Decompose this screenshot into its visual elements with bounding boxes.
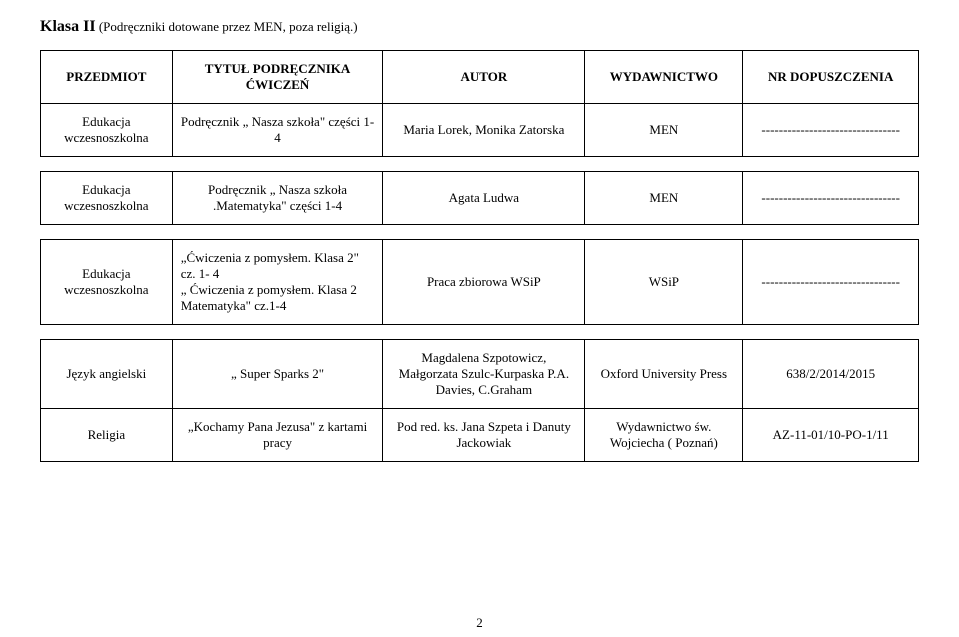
header-author: AUTOR <box>383 51 585 104</box>
table-row: Religia „Kochamy Pana Jezusa" z kartami … <box>41 409 919 462</box>
page: Klasa II (Podręczniki dotowane przez MEN… <box>0 0 959 637</box>
spacer-row <box>41 325 919 340</box>
cell-book: „ Super Sparks 2" <box>172 340 383 409</box>
title-rest: (Podręczniki dotowane przez MEN, poza re… <box>96 19 358 34</box>
table-row: Język angielski „ Super Sparks 2" Magdal… <box>41 340 919 409</box>
cell-author: Agata Ludwa <box>383 172 585 225</box>
table-row: Edukacja wczesnoszkolna Podręcznik „ Nas… <box>41 172 919 225</box>
table-header-row: PRZEDMIOT TYTUŁ PODRĘCZNIKA ĆWICZEŃ AUTO… <box>41 51 919 104</box>
cell-subject: Edukacja wczesnoszkolna <box>41 172 173 225</box>
cell-subject: Edukacja wczesnoszkolna <box>41 104 173 157</box>
page-title: Klasa II (Podręczniki dotowane przez MEN… <box>40 18 919 36</box>
cell-author: Magdalena Szpotowicz, Małgorzata Szulc-K… <box>383 340 585 409</box>
cell-publisher: MEN <box>585 172 743 225</box>
cell-author: Pod red. ks. Jana Szpeta i Danuty Jackow… <box>383 409 585 462</box>
cell-book: „Ćwiczenia z pomysłem. Klasa 2" cz. 1- 4… <box>172 240 383 325</box>
cell-approval: -------------------------------- <box>743 172 919 225</box>
cell-publisher: MEN <box>585 104 743 157</box>
spacer-row <box>41 157 919 172</box>
textbook-table: PRZEDMIOT TYTUŁ PODRĘCZNIKA ĆWICZEŃ AUTO… <box>40 50 919 462</box>
header-approval: NR DOPUSZCZENIA <box>743 51 919 104</box>
cell-book: Podręcznik „ Nasza szkoła" części 1-4 <box>172 104 383 157</box>
cell-approval: -------------------------------- <box>743 104 919 157</box>
cell-approval: AZ-11-01/10-PO-1/11 <box>743 409 919 462</box>
header-subject: PRZEDMIOT <box>41 51 173 104</box>
cell-approval: 638/2/2014/2015 <box>743 340 919 409</box>
cell-publisher: Oxford University Press <box>585 340 743 409</box>
cell-author: Maria Lorek, Monika Zatorska <box>383 104 585 157</box>
spacer-row <box>41 225 919 240</box>
header-publisher: WYDAWNICTWO <box>585 51 743 104</box>
title-bold: Klasa II <box>40 18 96 35</box>
cell-subject: Edukacja wczesnoszkolna <box>41 240 173 325</box>
cell-approval: -------------------------------- <box>743 240 919 325</box>
cell-subject: Język angielski <box>41 340 173 409</box>
cell-book: „Kochamy Pana Jezusa" z kartami pracy <box>172 409 383 462</box>
header-book: TYTUŁ PODRĘCZNIKA ĆWICZEŃ <box>172 51 383 104</box>
table-row: Edukacja wczesnoszkolna Podręcznik „ Nas… <box>41 104 919 157</box>
cell-author: Praca zbiorowa WSiP <box>383 240 585 325</box>
cell-subject: Religia <box>41 409 173 462</box>
cell-book: Podręcznik „ Nasza szkoła .Matematyka" c… <box>172 172 383 225</box>
cell-publisher: Wydawnictwo św. Wojciecha ( Poznań) <box>585 409 743 462</box>
table-row: Edukacja wczesnoszkolna „Ćwiczenia z pom… <box>41 240 919 325</box>
page-number: 2 <box>0 615 959 631</box>
cell-publisher: WSiP <box>585 240 743 325</box>
